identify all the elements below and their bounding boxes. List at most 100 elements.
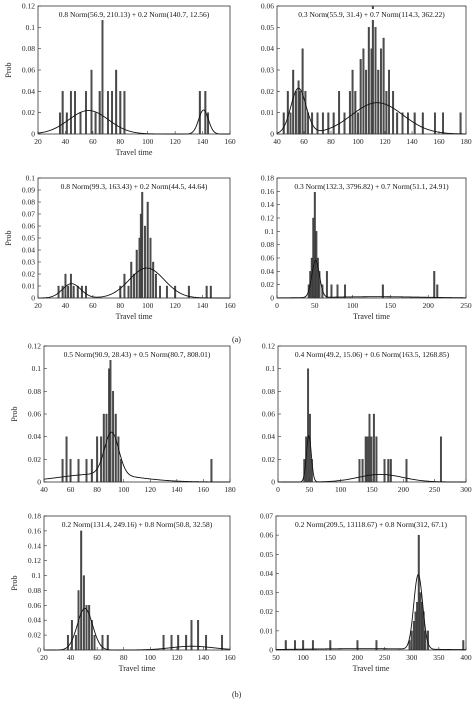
histogram-bar <box>74 634 77 651</box>
x-tick-label: 0 <box>276 485 280 494</box>
y-tick-label: 0.04 <box>261 267 274 276</box>
histogram-bar <box>115 69 118 135</box>
chart-title-box <box>59 519 215 530</box>
x-axis-label: Travel time <box>116 148 153 157</box>
histogram-bar <box>313 191 316 299</box>
x-tick-label: 40 <box>62 137 70 146</box>
chart-title-box <box>296 9 448 20</box>
chart-title: 0.3 Norm(132.3, 3796.82) + 0.7 Norm(51.1… <box>294 182 449 191</box>
x-tick-label: 80 <box>120 653 128 662</box>
histogram-bar <box>69 91 72 135</box>
x-axis-label: Travel time <box>119 664 156 673</box>
histogram-bar <box>88 605 91 651</box>
fitted-mixture-curve <box>43 431 230 483</box>
histogram-bar <box>381 284 384 299</box>
histogram-bar <box>65 112 68 135</box>
x-tick-label: 200 <box>423 301 435 310</box>
y-tick-label: 0.12 <box>28 556 41 565</box>
histogram-bar <box>284 640 287 651</box>
histogram-bar <box>359 59 362 135</box>
chart-title-box <box>61 349 213 360</box>
plot-frame <box>43 345 231 483</box>
x-tick-label: 60 <box>300 137 308 146</box>
x-tick-label: 50 <box>306 485 314 494</box>
histogram-bar <box>65 436 68 483</box>
y-tick-label: 0.16 <box>28 526 41 535</box>
y-tick-label: 0.08 <box>28 586 41 595</box>
histogram-bar <box>304 91 307 135</box>
histogram-bar <box>94 112 97 135</box>
chart-panel-2: 40 60 80 100 120 140 160 180 0 0.01 0.02 0.03 0.04 0.… <box>261 2 472 147</box>
histogram-bar <box>348 91 351 135</box>
y-tick-label: 0.1 <box>26 23 36 32</box>
x-tick-label: 50 <box>311 301 319 310</box>
y-tick-label: 0.03 <box>261 66 274 75</box>
histogram-bar <box>372 413 375 483</box>
x-tick-label: 140 <box>198 653 210 662</box>
y-tick-label: 0.08 <box>28 387 41 396</box>
histogram-bar <box>130 261 133 299</box>
x-tick-label: 300 <box>406 653 418 662</box>
y-tick-label: 0.06 <box>261 254 274 263</box>
y-tick-label: 0.02 <box>22 270 35 279</box>
histogram-bar <box>416 601 419 651</box>
histogram-bar <box>365 69 368 135</box>
y-tick-label: 0.04 <box>22 87 35 96</box>
chart-title: 0.8 Norm(99.3, 163.43) + 0.2 Norm(44.5, … <box>61 182 208 191</box>
histogram-bar <box>197 620 200 651</box>
histogram-bar <box>371 5 374 135</box>
x-tick-label: 140 <box>406 137 418 146</box>
histogram-bar <box>312 217 315 299</box>
x-tick-label: 100 <box>347 301 359 310</box>
histogram-bar <box>61 459 64 483</box>
histogram-bar <box>338 91 341 135</box>
y-tick-label: 0.04 <box>260 569 273 578</box>
histogram-bar <box>377 69 380 135</box>
y-tick-label: 0.08 <box>22 44 35 53</box>
histogram-bar <box>361 459 364 483</box>
chart-panel-3: 20 40 60 80 100 120 140 160 0 0.01 0.02 0.03 0.04 0.0… <box>4 174 236 322</box>
chart-title: 0.3 Norm(55.9, 31.4) + 0.7 Norm(114.3, 3… <box>298 10 445 19</box>
y-tick-label: 0.04 <box>22 246 35 255</box>
histogram-bar <box>170 634 173 651</box>
histogram-bar <box>154 273 157 299</box>
histogram-bar <box>90 459 93 483</box>
histogram-bar <box>421 601 423 651</box>
x-tick-label: 60 <box>67 485 75 494</box>
histogram-bar <box>364 436 367 483</box>
y-tick-label: 0.12 <box>262 342 275 351</box>
x-tick-label: 100 <box>142 301 154 310</box>
histogram-bar <box>385 91 388 135</box>
y-tick-label: 0.02 <box>28 631 41 640</box>
x-tick-label: 160 <box>433 137 445 146</box>
x-tick-label: 160 <box>224 653 236 662</box>
y-tick-label: 0.1 <box>26 174 36 183</box>
histogram-bar <box>69 273 72 299</box>
chart-title-box <box>292 519 450 530</box>
chart-title: 0.2 Norm(131.4, 249.16) + 0.8 Norm(50.8,… <box>62 520 213 529</box>
histogram-bar <box>289 112 292 135</box>
histogram-bar <box>67 285 70 299</box>
x-tick-label: 250 <box>460 301 472 310</box>
x-tick-label: 160 <box>198 485 210 494</box>
fitted-mixture-curve <box>277 259 467 299</box>
y-axis-label: Prob <box>10 406 19 421</box>
histogram-bar <box>357 112 359 135</box>
histogram-bar <box>159 285 162 299</box>
histogram-bar <box>205 285 208 299</box>
histogram-bar <box>311 640 314 651</box>
y-tick-label: 0.04 <box>28 432 41 441</box>
histogram-bar <box>85 285 87 299</box>
histogram-bar <box>433 112 436 135</box>
histogram-bar <box>123 91 126 135</box>
histogram-bar <box>392 91 395 135</box>
y-tick-label: 0.06 <box>261 2 274 11</box>
histogram-bar <box>374 27 377 135</box>
x-tick-label: 250 <box>429 485 441 494</box>
histogram-bar <box>144 225 146 299</box>
chart-title: 0.2 Norm(209.5, 13118.67) + 0.8 Norm(312… <box>295 520 448 529</box>
y-tick-label: 0.02 <box>261 280 274 289</box>
histogram-bar <box>379 48 382 135</box>
x-tick-label: 80 <box>93 485 101 494</box>
x-tick-label: 40 <box>273 137 281 146</box>
